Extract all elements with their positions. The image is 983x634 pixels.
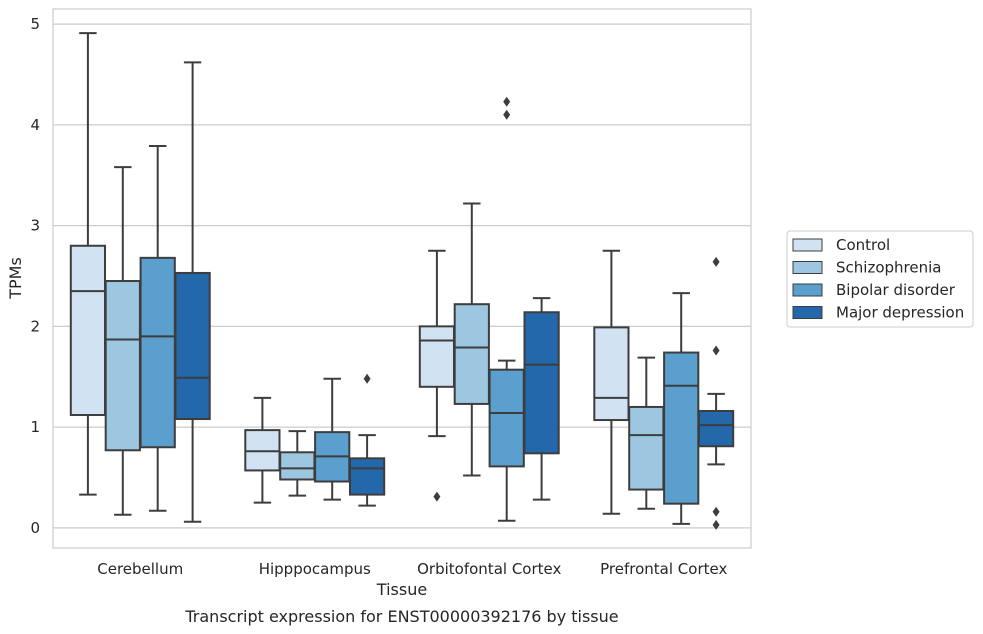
series-major-depression — [174, 61, 735, 530]
box-body — [104, 280, 141, 452]
y-tick-label: 1 — [30, 418, 40, 436]
y-tick-label: 5 — [30, 15, 40, 33]
x-tick-label: Hipppocampus — [259, 560, 371, 578]
box — [663, 292, 700, 525]
box-body — [628, 405, 665, 491]
box — [279, 430, 316, 497]
box — [314, 377, 351, 501]
box-body — [453, 303, 490, 405]
box — [488, 96, 525, 522]
outlier-point — [433, 491, 441, 502]
box-body — [279, 451, 316, 481]
outlier-point — [503, 96, 511, 107]
legend-label: Bipolar disorder — [836, 281, 956, 299]
plot-area-frame — [52, 8, 752, 549]
y-tick-labels: 0 1 2 3 4 5 — [30, 15, 40, 537]
x-tick-labels: Cerebellum Hipppocampus Orbitofontal Corte… — [97, 560, 727, 578]
legend-swatch — [792, 306, 823, 319]
legend-swatch — [792, 238, 823, 252]
box-body — [244, 429, 281, 472]
box-body — [593, 326, 630, 422]
series-bipolar-disorder — [139, 96, 700, 525]
series-control — [69, 32, 630, 515]
box — [244, 396, 281, 504]
legend-label: Control — [836, 236, 890, 254]
outlier-point — [712, 506, 720, 517]
box-body — [418, 325, 456, 388]
box — [628, 356, 665, 510]
y-axis-label: TPMs — [6, 257, 25, 300]
outlier-point — [712, 256, 720, 267]
box — [174, 61, 211, 523]
y-tick-label: 3 — [30, 217, 40, 235]
box-series — [69, 32, 735, 530]
x-tick-label: Cerebellum — [97, 560, 183, 578]
outlier-point — [363, 373, 371, 384]
box-body — [174, 271, 211, 421]
series-schizophrenia — [104, 166, 665, 516]
box-body — [523, 311, 560, 455]
outlier-point — [712, 519, 720, 530]
outlier-point — [712, 345, 720, 356]
box-body — [348, 457, 386, 496]
box — [348, 373, 386, 507]
x-axis-label: Tissue — [376, 580, 427, 599]
y-tick-label: 2 — [30, 317, 40, 335]
legend: Control Schizophrenia Bipolar disorder Majo… — [786, 230, 974, 328]
legend-swatch — [792, 283, 823, 297]
box — [104, 166, 141, 516]
legend-label: Major depression — [836, 304, 964, 322]
box-body — [697, 409, 735, 448]
box — [139, 145, 176, 512]
outlier-point — [503, 109, 511, 120]
legend-frame — [786, 230, 974, 328]
box-body — [139, 256, 176, 449]
y-tick-label: 0 — [30, 519, 40, 537]
box — [523, 297, 560, 501]
box — [453, 202, 490, 477]
legend-label: Schizophrenia — [836, 259, 941, 277]
x-tick-label: Prefrontal Cortex — [600, 560, 727, 578]
x-tick-label: Orbitofontal Cortex — [417, 560, 561, 578]
box-body — [663, 351, 700, 505]
y-tick-label: 4 — [30, 116, 40, 134]
box — [593, 249, 630, 515]
box — [697, 256, 735, 530]
box-body — [488, 368, 525, 468]
chart-caption: Transcript expression for ENST0000039217… — [184, 607, 618, 626]
box — [418, 249, 456, 502]
box — [69, 32, 107, 496]
legend-swatch — [792, 261, 823, 274]
box-body — [69, 244, 107, 417]
